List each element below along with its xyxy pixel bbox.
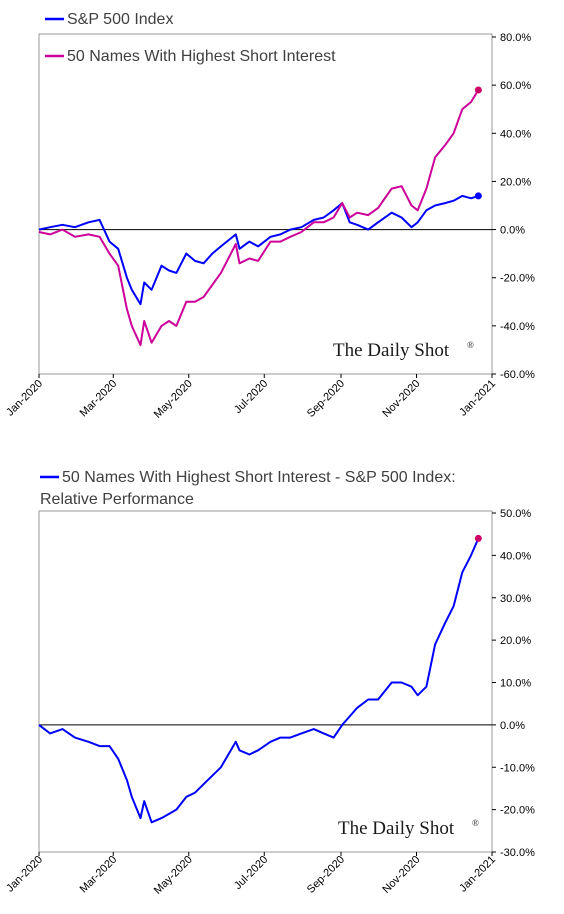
x-tick-label: Mar-2020	[78, 378, 120, 420]
y-tick-label: 10.0%	[500, 678, 531, 690]
plot-frame	[38, 33, 493, 375]
y-tick-label: 20.0%	[500, 635, 531, 647]
brand-logo: The Daily Shot	[338, 818, 455, 839]
y-tick-label: -60.0%	[500, 369, 535, 381]
x-tick-label: Jan-2020	[4, 854, 45, 895]
chart-2: 50.0% 40.0% 30.0% 20.0% 10.0% 0.0% -10.0% -20.0…	[4, 469, 535, 897]
x-tick-label: Sep-2020	[305, 378, 347, 420]
series-end-marker	[474, 534, 482, 542]
x-tick-label: Jul-2020	[232, 854, 270, 892]
x-tick-label: Jul-2020	[232, 378, 270, 416]
brand-logo: The Daily Shot	[333, 340, 450, 361]
brand-registered-mark: ®	[472, 818, 479, 828]
y-tick-label: 30.0%	[500, 593, 531, 605]
x-tick-label: May-2020	[152, 378, 195, 421]
plot-frame	[38, 510, 493, 853]
y-tick-label: 20.0%	[500, 176, 531, 188]
legend-label: 50 Names With Highest Short Interest - S…	[62, 469, 456, 486]
x-tick-label: Sep-2020	[305, 854, 347, 896]
y-tick-label: 50.0%	[500, 508, 531, 520]
x-tick-label: Jan-2020	[4, 378, 45, 419]
series-end-marker	[474, 192, 482, 200]
y-tick-label: -30.0%	[500, 847, 535, 859]
y-tick-label: 60.0%	[500, 80, 531, 92]
y-tick-label: 80.0%	[500, 32, 531, 44]
y-tick-label: -40.0%	[500, 321, 535, 333]
y-tick-label: 0.0%	[500, 720, 525, 732]
legend-label: S&P 500 Index	[67, 11, 173, 28]
chart-1: 80.0% 60.0% 40.0% 20.0% 0.0% -20.0% -40.0% -60.…	[4, 11, 535, 421]
series-line-2	[38, 89, 480, 347]
series-line-1	[38, 538, 480, 824]
series-end-marker	[474, 86, 482, 94]
x-tick-label: Jan-2021	[457, 378, 498, 419]
series-line-1	[38, 194, 479, 306]
y-tick-label: -20.0%	[500, 273, 535, 285]
y-tick-label: -10.0%	[500, 762, 535, 774]
y-tick-label: -20.0%	[500, 805, 535, 817]
x-tick-label: Nov-2020	[380, 378, 422, 420]
y-tick-label: 0.0%	[500, 225, 525, 237]
x-tick-label: Nov-2020	[380, 854, 422, 896]
brand-registered-mark: ®	[467, 340, 474, 350]
x-tick-label: Jan-2021	[457, 854, 498, 895]
x-tick-label: Mar-2020	[78, 854, 120, 896]
legend-label: 50 Names With Highest Short Interest	[67, 48, 336, 65]
y-tick-label: 40.0%	[500, 128, 531, 140]
legend-label-continued: Relative Performance	[40, 491, 194, 508]
y-tick-label: 40.0%	[500, 550, 531, 562]
x-tick-label: May-2020	[152, 854, 195, 897]
